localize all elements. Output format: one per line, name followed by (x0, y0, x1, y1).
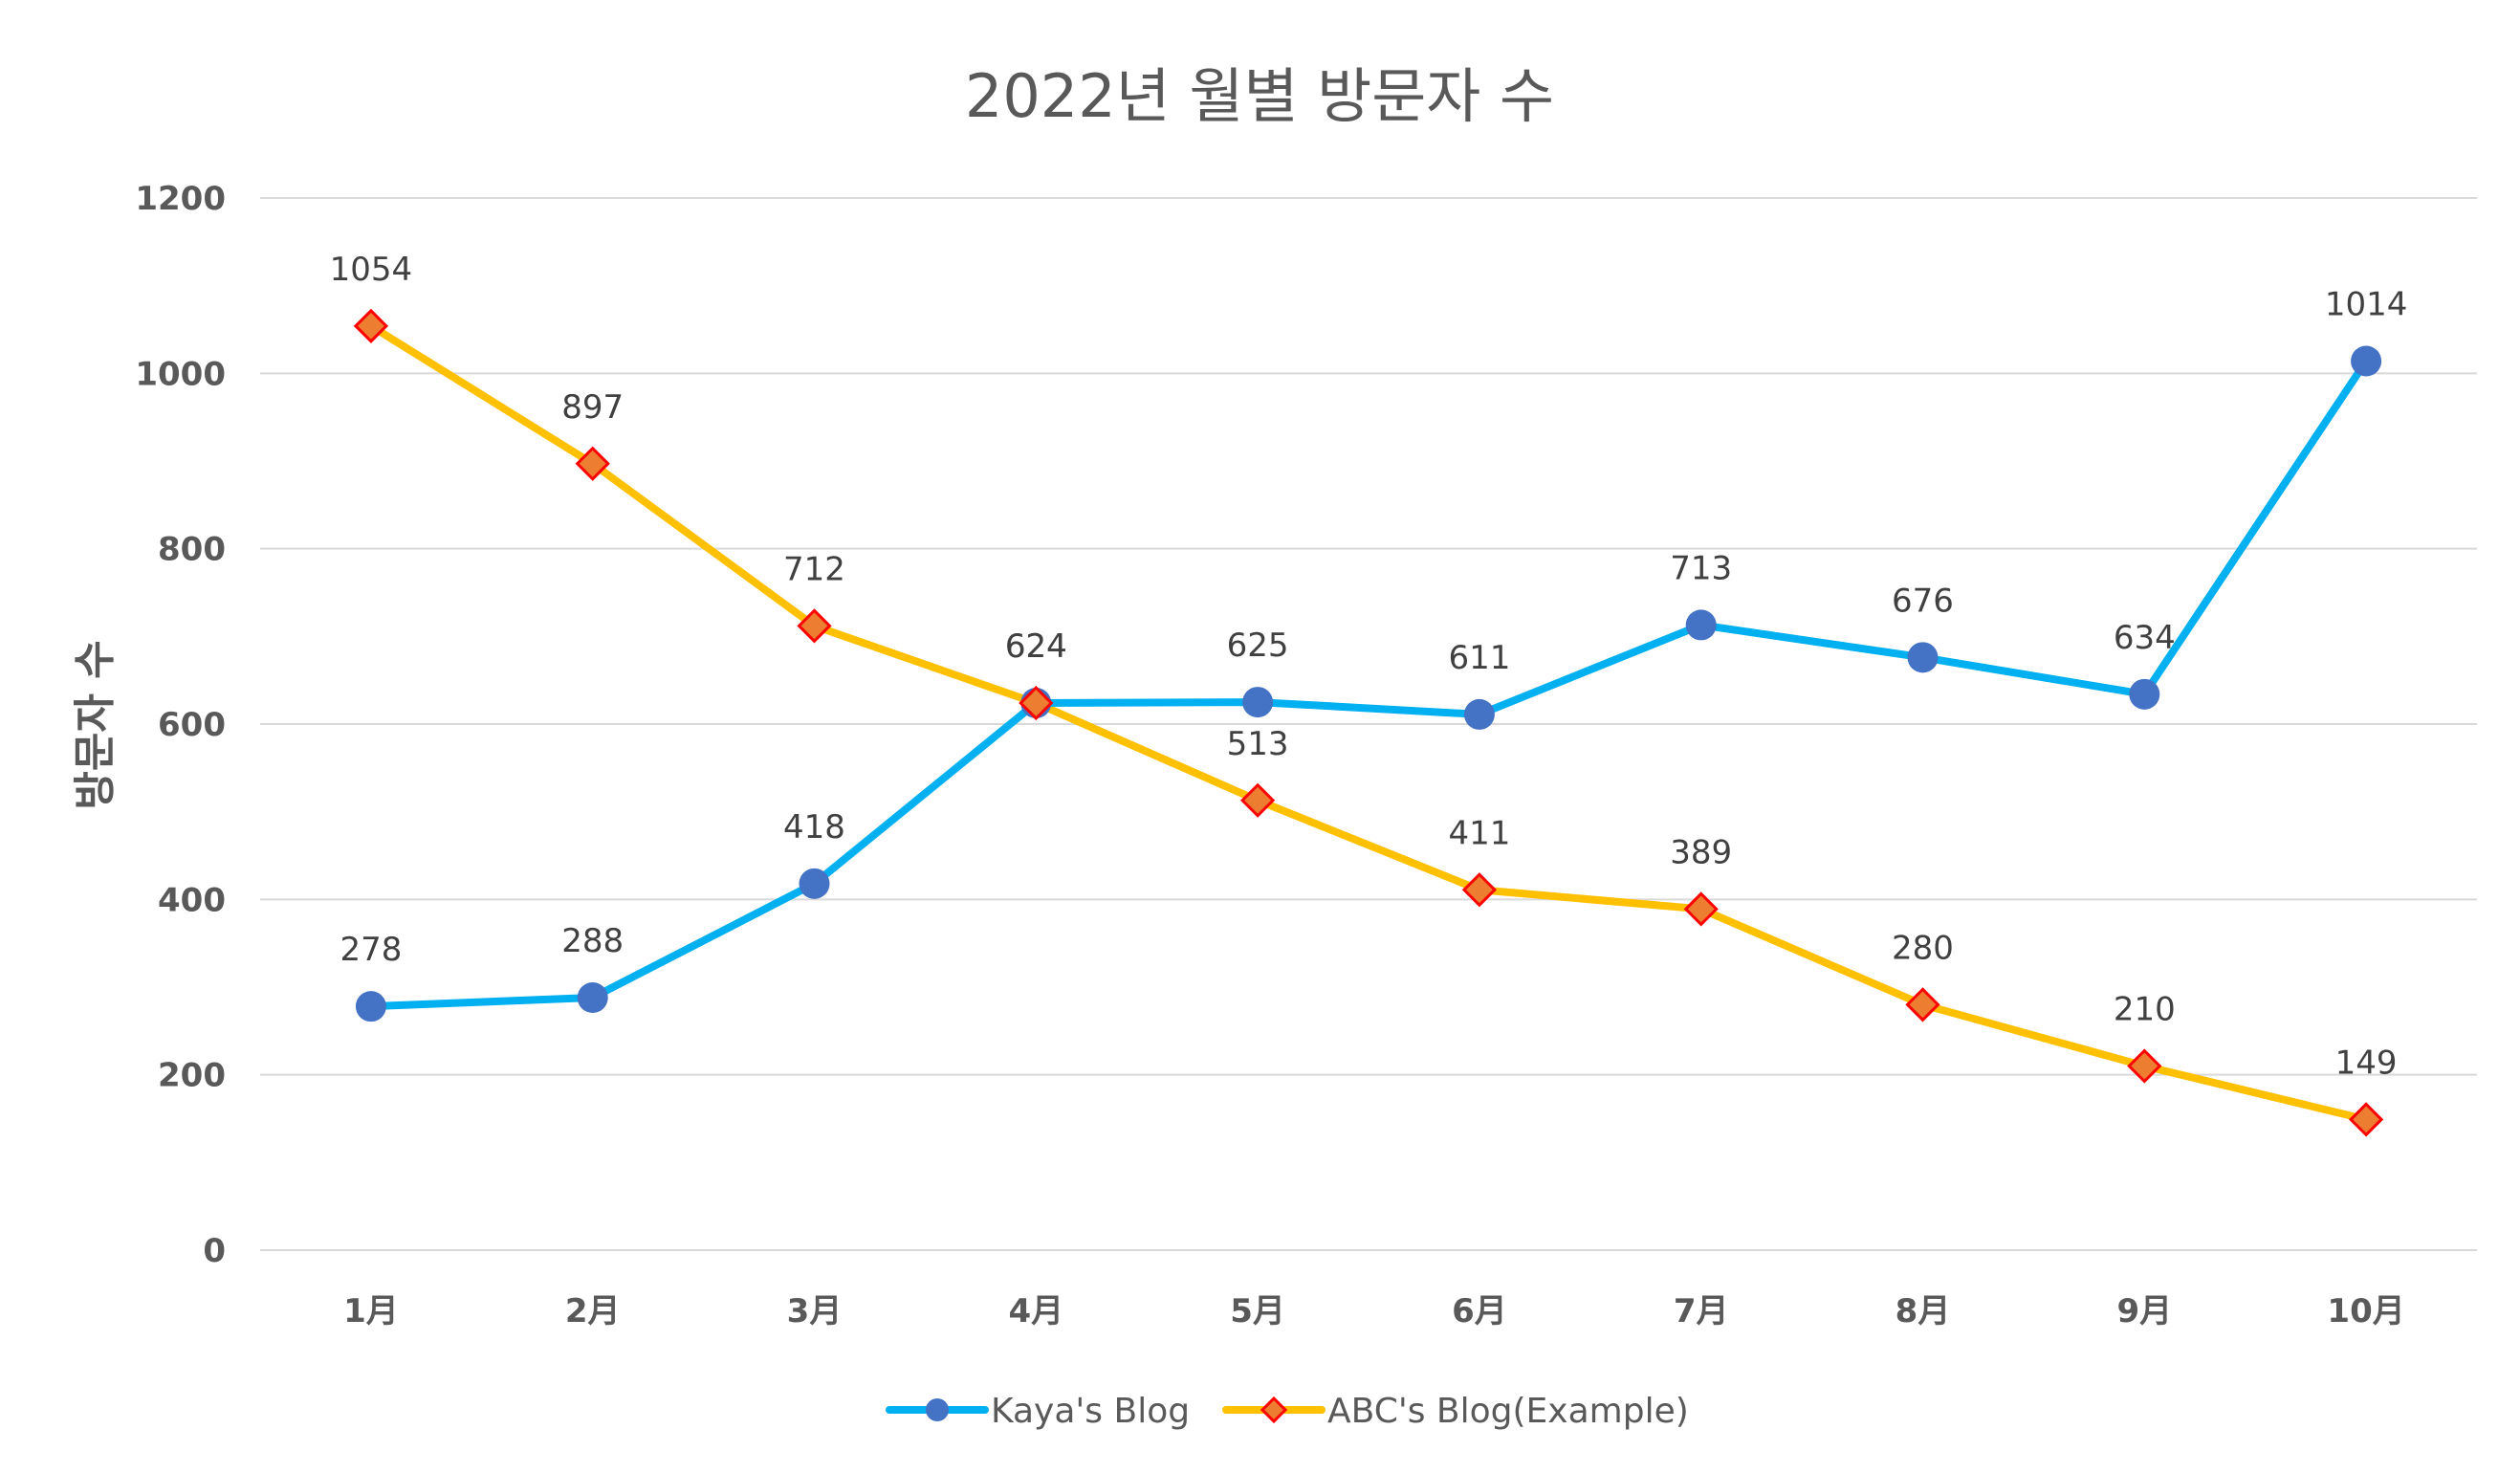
data-label-abc-4: 624 (1005, 627, 1067, 666)
data-label-abc-9: 210 (2114, 991, 2176, 1029)
y-tick-label-800: 800 (158, 531, 226, 569)
data-label-kaya-2: 288 (561, 922, 624, 960)
legend: Kaya's Blog ABC's Blog(Example) (886, 1392, 1689, 1431)
x-axis-ticks: 1月 2月 3月 4月 5月 6月 7月 8月 9月 10月 (343, 1292, 2405, 1330)
data-label-kaya-10: 1014 (2325, 286, 2408, 324)
point-kaya-2 (577, 982, 608, 1013)
point-kaya-6 (1463, 698, 1495, 730)
point-abc-7 (1683, 891, 1719, 927)
grid-lines (260, 197, 2477, 1251)
data-label-kaya-7: 713 (1670, 549, 1732, 587)
data-label-abc-5: 513 (1227, 725, 1289, 763)
series-line-abc-blog (366, 321, 2371, 1124)
data-label-abc-6: 411 (1448, 814, 1510, 852)
point-kaya-10 (2351, 345, 2382, 377)
data-label-kaya-4: 624 (1005, 627, 1067, 666)
x-tick-label-3: 3月 (787, 1292, 843, 1330)
data-label-kaya-3: 418 (783, 808, 845, 846)
series-line-kaya-blog (366, 357, 2371, 1011)
data-label-abc-8: 280 (1892, 929, 1954, 967)
y-axis-ticks: 0 200 400 600 800 1000 1200 (135, 180, 226, 1270)
point-abc-1 (353, 308, 389, 343)
data-label-abc-1: 1054 (330, 251, 413, 289)
y-tick-label-1000: 1000 (135, 355, 226, 393)
legend-label-kaya: Kaya's Blog (991, 1392, 1190, 1431)
point-kaya-8 (1907, 642, 1939, 673)
data-label-abc-10: 149 (2335, 1044, 2398, 1082)
data-label-kaya-5: 625 (1227, 627, 1289, 665)
data-label-abc-7: 389 (1670, 833, 1732, 871)
legend-label-abc: ABC's Blog(Example) (1327, 1392, 1689, 1431)
y-tick-label-0: 0 (203, 1232, 226, 1270)
point-abc-3 (797, 608, 832, 644)
x-tick-label-2: 2月 (565, 1292, 621, 1330)
data-label-kaya-9: 634 (2114, 619, 2176, 657)
y-tick-label-400: 400 (158, 881, 226, 919)
chart-title: 2022년 월별 방문자 수 (965, 61, 1554, 131)
x-tick-label-7: 7月 (1674, 1292, 1729, 1330)
data-label-abc-2: 897 (561, 388, 624, 427)
x-tick-label-4: 4月 (1008, 1292, 1063, 1330)
data-label-kaya-6: 611 (1448, 639, 1510, 677)
point-kaya-1 (355, 991, 386, 1022)
point-kaya-9 (2129, 678, 2160, 710)
y-tick-label-600: 600 (158, 706, 226, 744)
x-tick-label-1: 1月 (343, 1292, 399, 1330)
point-kaya-5 (1242, 687, 1274, 718)
y-tick-label-200: 200 (158, 1057, 226, 1095)
point-kaya-7 (1685, 609, 1717, 641)
x-tick-label-10: 10月 (2327, 1292, 2404, 1330)
point-abc-4 (1019, 685, 1054, 721)
y-axis-label: 방문자 수 (71, 640, 120, 809)
point-abc-9 (2127, 1048, 2162, 1084)
point-abc-2 (575, 446, 610, 481)
x-tick-label-5: 5月 (1230, 1292, 1285, 1330)
y-tick-label-1200: 1200 (135, 180, 226, 218)
x-tick-label-9: 9月 (2116, 1292, 2172, 1330)
point-kaya-3 (799, 868, 830, 899)
point-abc-8 (1905, 987, 1940, 1022)
data-label-kaya-1: 278 (340, 931, 402, 969)
data-label-abc-3: 712 (783, 550, 845, 588)
x-tick-label-6: 6月 (1452, 1292, 1507, 1330)
legend-marker-kaya (926, 1398, 949, 1421)
series-group (353, 308, 2384, 1137)
legend-marker-abc (1260, 1396, 1288, 1424)
point-abc-6 (1461, 872, 1498, 908)
point-abc-5 (1239, 782, 1276, 818)
x-tick-label-8: 8月 (1895, 1292, 1951, 1330)
data-label-kaya-8: 676 (1892, 582, 1954, 620)
point-abc-10 (2348, 1102, 2384, 1137)
